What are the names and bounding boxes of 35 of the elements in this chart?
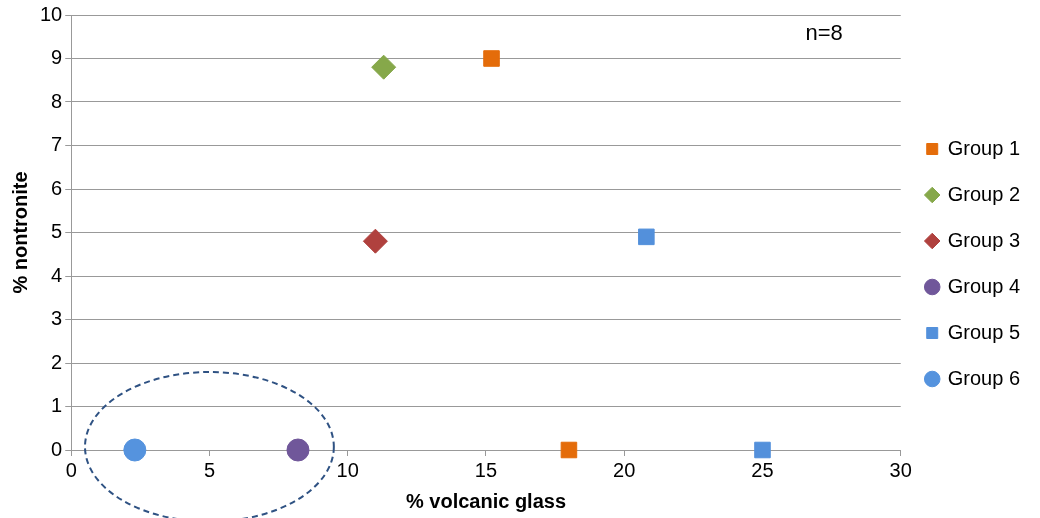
point bbox=[371, 54, 397, 80]
y-tick-label: 2 bbox=[51, 350, 63, 373]
point bbox=[483, 50, 500, 67]
y-tick-label: 7 bbox=[51, 133, 63, 156]
y-tick-label: 9 bbox=[51, 46, 63, 69]
point bbox=[560, 441, 578, 459]
y-axis-title: % nontronite bbox=[8, 171, 31, 294]
x-tick-label: 25 bbox=[751, 458, 774, 481]
y-tick-label: 4 bbox=[51, 263, 63, 286]
x-tick-label: 5 bbox=[203, 458, 216, 481]
x-tick-label: 20 bbox=[613, 458, 636, 481]
x-tick-label: 10 bbox=[336, 458, 359, 481]
annotation: n=8 bbox=[805, 20, 843, 46]
legend-label: Group 2 bbox=[947, 182, 1020, 205]
y-tick-label: 5 bbox=[51, 220, 63, 243]
y-tick-label: 10 bbox=[40, 2, 63, 25]
point bbox=[362, 228, 388, 254]
legend-label: Group 4 bbox=[947, 274, 1020, 297]
legend-label: Group 6 bbox=[947, 366, 1020, 389]
legend-label: Group 1 bbox=[947, 136, 1020, 159]
point bbox=[754, 441, 771, 459]
point bbox=[123, 438, 147, 462]
y-tick-label: 0 bbox=[51, 437, 63, 460]
y-tick-label: 6 bbox=[51, 176, 63, 199]
y-tick-label: 1 bbox=[51, 394, 63, 417]
x-tick-label: 30 bbox=[889, 458, 912, 481]
y-tick-label: 3 bbox=[51, 307, 63, 330]
x-tick-label: 15 bbox=[474, 458, 498, 481]
legend-label: Group 3 bbox=[947, 228, 1020, 251]
x-tick-label: 0 bbox=[65, 458, 77, 481]
legend-label: Group 5 bbox=[947, 320, 1020, 343]
y-tick-label: 8 bbox=[51, 89, 63, 112]
point bbox=[286, 438, 310, 462]
point bbox=[638, 228, 655, 246]
x-axis-title: % volcanic glass bbox=[405, 489, 567, 512]
